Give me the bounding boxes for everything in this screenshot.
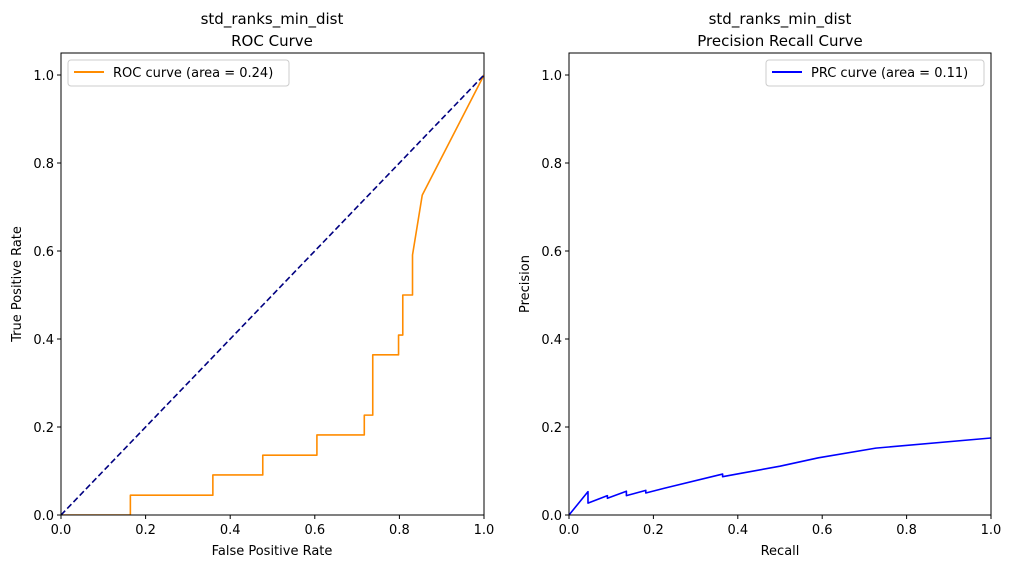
prc-y-tick-label: 0.6 [541,245,562,260]
roc-panel: std_ranks_min_dist ROC Curve 0.0 0.2 0.4 0.… [10,10,494,559]
roc-legend-label: ROC curve (area = 0.24) [113,66,273,81]
roc-title: std_ranks_min_dist [201,10,344,29]
prc-subtitle: Precision Recall Curve [697,32,862,50]
roc-y-tick-label: 0.0 [33,509,54,524]
roc-plot-area: 0.0 0.2 0.4 0.6 0.8 1.0 0.0 0.2 0.4 0.6 0.8 1.0 [33,69,494,538]
roc-legend: ROC curve (area = 0.24) [67,59,290,87]
prc-axes-frame [568,52,992,516]
roc-axes-frame [60,52,485,516]
prc-x-tick-label: 0.0 [559,523,580,538]
prc-x-tick-label: 0.8 [896,523,917,538]
roc-x-tick-label: 0.4 [220,523,241,538]
roc-y-tick-label: 0.6 [33,245,54,260]
prc-y-tick-label: 0.4 [541,333,562,348]
prc-y-axis-label: Precision [518,255,533,313]
prc-title: std_ranks_min_dist [709,10,852,29]
prc-y-tick-label: 1.0 [541,69,562,84]
prc-y-tick-label: 0.2 [541,421,562,436]
prc-legend: PRC curve (area = 0.11) [765,59,985,87]
roc-subtitle: ROC Curve [231,32,313,50]
prc-y-tick-label: 0.8 [541,157,562,172]
roc-x-tick-label: 0.8 [389,523,410,538]
prc-series-line-0 [569,437,991,515]
prc-x-tick-label: 0.2 [643,523,664,538]
roc-y-axis-label: True Positive Rate [10,226,25,343]
prc-x-tick-label: 0.6 [812,523,833,538]
prc-legend-box [765,59,985,87]
prc-legend-label: PRC curve (area = 0.11) [811,66,968,81]
roc-series-line-0 [61,74,484,515]
roc-x-tick-label: 0.2 [135,523,156,538]
prc-panel: std_ranks_min_dist Precision Recall Curv… [518,10,1001,559]
roc-x-tick-label: 1.0 [474,523,495,538]
prc-y-tick-label: 0.0 [541,509,562,524]
roc-series-line-1 [61,74,484,515]
roc-x-axis-label: False Positive Rate [212,544,333,559]
prc-x-axis-label: Recall [761,544,800,559]
roc-legend-box [67,59,290,87]
roc-x-tick-label: 0.0 [51,523,72,538]
roc-x-tick-label: 0.6 [304,523,325,538]
prc-plot-area: 0.0 0.2 0.4 0.6 0.8 1.0 0.0 0.2 0.4 0.6 0.8 1.0 [541,69,1001,538]
prc-x-tick-label: 1.0 [981,523,1002,538]
roc-y-tick-label: 0.4 [33,333,54,348]
roc-y-tick-label: 0.8 [33,157,54,172]
prc-x-tick-label: 0.4 [727,523,748,538]
roc-y-tick-label: 1.0 [33,69,54,84]
roc-y-tick-label: 0.2 [33,421,54,436]
